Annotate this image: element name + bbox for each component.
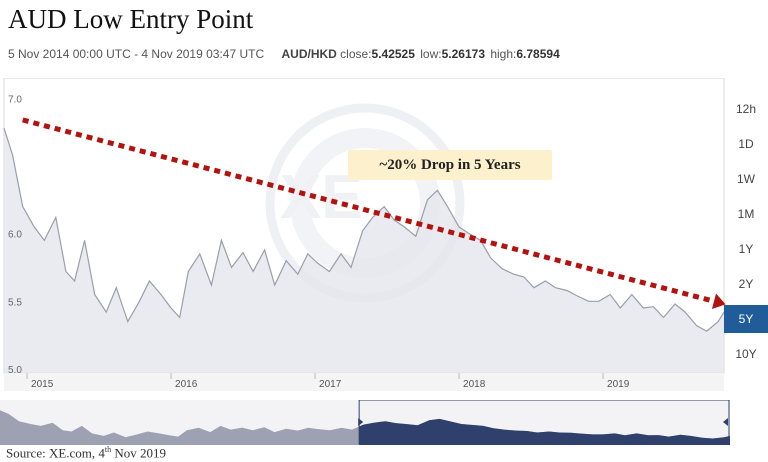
timeframe-2y[interactable]: 2Y [738,277,754,291]
timeframe-5y[interactable]: 5Y [724,305,768,333]
currency-pair: AUD/HKD [281,47,337,61]
range-navigator-svg [0,399,730,445]
x-tick-label: 2017 [319,379,342,390]
high-label: high: [490,47,517,61]
timeframe-1d[interactable]: 1D [738,137,754,151]
low-value: 5.26173 [441,47,485,61]
source-tail: Nov 2019 [111,445,167,461]
range-navigator[interactable] [0,399,730,445]
x-tick-label: 2018 [463,379,486,390]
chart-title: AUD Low Entry Point [8,4,254,34]
price-line [3,127,725,332]
y-tick-label: 7.0 [8,94,22,105]
y-tick-label: 5.5 [8,297,22,308]
y-tick-label: 6.0 [8,230,22,241]
drop-annotation: ~20% Drop in 5 Years [348,150,552,180]
date-range: 5 Nov 2014 00:00 UTC - 4 Nov 2019 03:47 … [8,47,265,61]
x-axis-band [4,373,724,391]
trend-arrow-line [22,117,715,304]
timeframe-10y[interactable]: 10Y [735,347,757,361]
source-note: Source: XE.com, 4th Nov 2019 [6,445,166,461]
trend-arrow-head [711,293,726,310]
chart-meta: 5 Nov 2014 00:00 UTC - 4 Nov 2019 03:47 … [8,47,560,61]
x-tick-label: 2019 [607,379,630,390]
close-label: close: [340,47,372,61]
timeframe-12h[interactable]: 12h [735,102,757,116]
timeframe-1w[interactable]: 1W [737,172,755,186]
price-area [4,128,724,373]
x-tick-label: 2015 [31,379,54,390]
navigator-handle-right[interactable] [723,418,728,426]
close-value: 5.42525 [371,47,415,61]
timeframe-selector: 12h 1D 1W 1M 1Y 2Y 5Y 10Y [724,95,768,375]
high-value: 6.78594 [516,47,560,61]
navigator-selected-area [359,418,730,445]
y-tick-label: 5.0 [8,365,22,376]
low-label: low: [420,47,442,61]
timeframe-1y[interactable]: 1Y [738,242,754,256]
source-text: Source: XE.com, 4 [6,445,105,461]
timeframe-1m[interactable]: 1M [737,207,755,221]
x-tick-label: 2016 [175,379,198,390]
navigator-handle-left[interactable] [358,418,364,426]
source-sup: th [104,445,112,454]
